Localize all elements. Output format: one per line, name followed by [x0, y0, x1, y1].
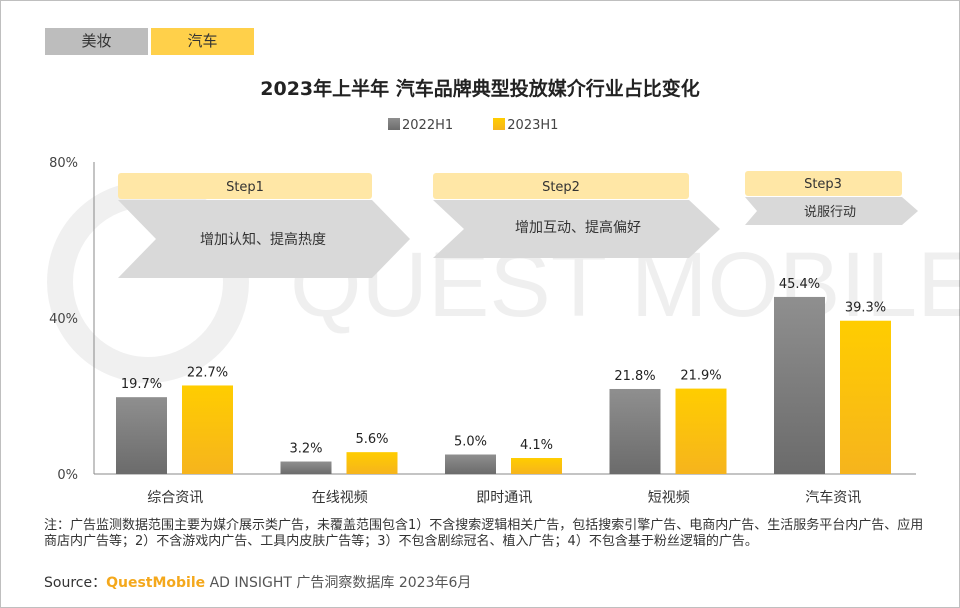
chart-title: 2023年上半年 汽车品牌典型投放媒介行业占比变化 [260, 78, 700, 100]
source-line: Source：QuestMobile AD INSIGHT 广告洞察数据库 20… [44, 572, 471, 592]
legend-label-2022: 2022H1 [402, 118, 454, 133]
step-3-text: 说服行动 [804, 205, 856, 220]
legend-label-2023: 2023H1 [507, 118, 559, 133]
bar-2023H1-2 [346, 452, 398, 474]
y-tick-label: 40% [49, 312, 78, 327]
bar-value-label: 3.2% [289, 442, 322, 457]
step-2-arrow [433, 200, 720, 258]
step-1-arrow [118, 200, 410, 278]
step-1-text: 增加认知、提高热度 [200, 231, 326, 248]
step-2: Step2 增加互动、提高偏好 [433, 173, 720, 258]
step-1: Step1 增加认知、提高热度 [118, 173, 410, 278]
step-1-label-box [118, 173, 372, 199]
step-3-label: Step3 [804, 177, 842, 192]
bar-2022H1-4 [609, 388, 661, 474]
tab-beauty[interactable]: 美妆 [45, 28, 148, 55]
bar-value-label: 21.9% [680, 369, 721, 384]
category-label: 短视频 [648, 490, 690, 506]
category-label: 综合资讯 [147, 490, 203, 506]
bar-2022H1-3 [445, 454, 496, 474]
y-tick-label: 0% [57, 468, 78, 483]
bar-value-labels: 19.7% 22.7% 3.2% 5.6% 5.0% 4.1% 21.8% 21.9% 45.4… [121, 277, 886, 457]
bar-2023H1-1 [182, 385, 233, 474]
bar-value-label: 45.4% [779, 277, 820, 292]
step-3: Step3 说服行动 [745, 171, 918, 225]
step-1-label: Step1 [226, 180, 264, 195]
category-label: 即时通讯 [476, 490, 532, 506]
bar-2022H1-5 [774, 296, 825, 474]
bar-value-label: 19.7% [121, 377, 162, 392]
source-rest: AD INSIGHT 广告洞察数据库 2023年6月 [205, 575, 472, 591]
bar-value-label: 39.3% [845, 301, 886, 316]
bar-2023H1-5 [840, 320, 891, 474]
y-tick-labels: 0% 40% 80% [49, 156, 78, 483]
source-brand: QuestMobile [106, 575, 206, 591]
category-labels: 综合资讯 在线视频 即时通讯 短视频 汽车资讯 [147, 489, 861, 506]
step-3-arrow [745, 197, 918, 225]
legend-item-2022: 2022H1 [388, 118, 453, 133]
bar-value-label: 5.6% [355, 432, 388, 447]
legend-item-2023: 2023H1 [493, 118, 558, 133]
source-prefix: Source： [44, 575, 107, 591]
bar-value-label: 22.7% [187, 365, 228, 380]
step-2-text: 增加互动、提高偏好 [515, 219, 641, 236]
bars [116, 296, 891, 474]
footnote: 注：广告监测数据范围主要为媒介展示类广告，未覆盖范围包含1）不含搜索逻辑相关广告… [44, 518, 924, 549]
step-2-label: Step2 [542, 180, 580, 195]
tab-auto[interactable]: 汽车 [151, 28, 254, 55]
bar-2023H1-3 [511, 458, 562, 474]
step-2-label-box [433, 173, 689, 199]
bar-2022H1-1 [116, 397, 167, 474]
bar-2022H1-2 [280, 461, 332, 474]
legend: 2022H1 2023H1 [388, 118, 594, 133]
category-label: 在线视频 [312, 490, 368, 506]
category-label: 汽车资讯 [805, 489, 861, 506]
bar-2023H1-4 [675, 388, 727, 474]
y-tick-label: 80% [49, 156, 78, 171]
bar-value-label: 21.8% [614, 369, 655, 384]
legend-swatch-2022 [388, 118, 400, 130]
step-3-label-box [745, 171, 902, 196]
bar-value-label: 5.0% [454, 435, 487, 450]
bar-value-label: 4.1% [520, 438, 553, 453]
legend-swatch-2023 [493, 118, 506, 130]
